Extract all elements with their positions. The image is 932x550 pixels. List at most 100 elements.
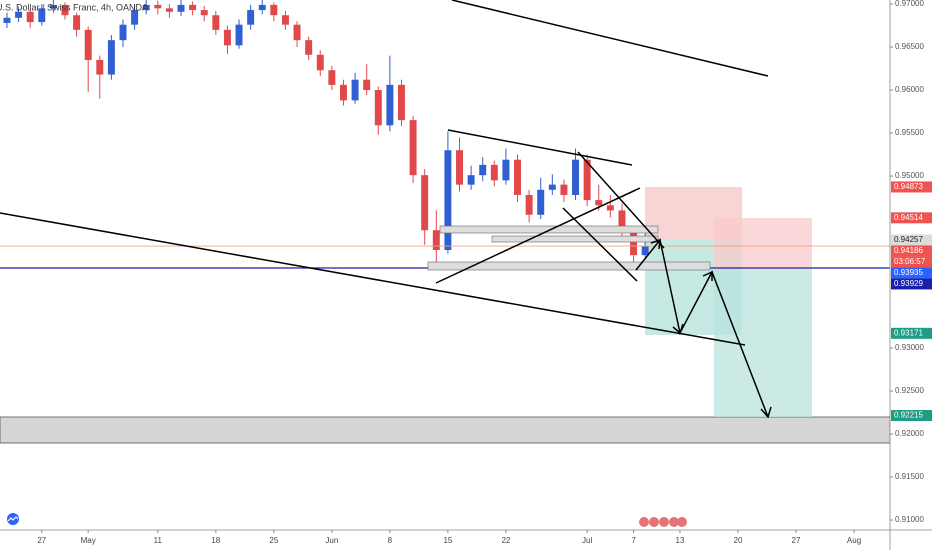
price-tag (891, 245, 932, 257)
x-tick-label: 8 (388, 536, 393, 545)
price-tag-label: 0.94873 (894, 182, 923, 191)
event-icons[interactable] (639, 517, 687, 527)
chart-title: U.S. Dollar / Swiss Franc, 4h, OANDA (0, 2, 148, 12)
candle-body (560, 184, 568, 195)
event-icon[interactable] (677, 517, 687, 527)
time-axis (0, 530, 890, 550)
arrow-head (760, 406, 772, 419)
candle-body (572, 159, 580, 195)
logo-glyph (7, 516, 19, 522)
candle-body (247, 10, 255, 25)
event-icon[interactable] (669, 517, 679, 527)
candle-body (107, 40, 115, 75)
range-box (491, 235, 659, 243)
candle-body (154, 4, 162, 9)
event-icon[interactable] (659, 517, 669, 527)
candle-body (293, 24, 301, 41)
x-tick-label: Jul (582, 536, 592, 545)
y-tick-label: 0.96500 (895, 42, 924, 51)
candle-body (421, 175, 429, 231)
candle-body (444, 150, 452, 250)
candle-body (165, 8, 173, 12)
price-tag (891, 267, 932, 279)
price-tag (891, 212, 932, 224)
trendline (0, 212, 746, 346)
candle-body (618, 210, 626, 231)
x-tick-label: 15 (443, 536, 452, 545)
countdown-tag (891, 256, 932, 268)
x-tick-label: 11 (154, 536, 163, 545)
event-icon[interactable] (649, 517, 659, 527)
candle-body (177, 4, 185, 12)
candle-body (537, 189, 545, 215)
candle-body (583, 159, 591, 201)
candle-body (374, 90, 382, 126)
x-tick-label: 20 (734, 536, 743, 545)
candle-body (3, 17, 11, 23)
x-tick-label: 27 (792, 536, 801, 545)
candle-body (514, 159, 522, 195)
candle-body (432, 230, 440, 250)
candle-body (119, 24, 127, 41)
candle-body (398, 84, 405, 121)
candle-body (26, 11, 34, 23)
logo (7, 513, 19, 525)
y-tick-label: 0.95500 (895, 128, 924, 137)
candle-body (131, 10, 139, 25)
x-tick-label: Aug (847, 536, 861, 545)
candle-body (223, 29, 231, 46)
support-zone (0, 416, 891, 444)
price-tag (891, 410, 932, 422)
candle-body (339, 84, 347, 101)
price-tag-label: 0.92215 (894, 411, 923, 420)
trendline (447, 129, 633, 166)
candle-body (351, 79, 359, 101)
candle-body (281, 15, 289, 25)
countdown-label: 03:06:57 (894, 257, 926, 266)
x-tick-label: 13 (676, 536, 685, 545)
trendline (562, 207, 638, 282)
candle-body (38, 8, 46, 23)
candle-body (630, 230, 638, 256)
candle-body (548, 184, 556, 190)
candle-body (467, 175, 475, 185)
price-tag (891, 234, 932, 246)
candle-body (490, 164, 498, 181)
candle-body (189, 4, 197, 11)
target-zone (714, 270, 812, 417)
y-tick-label: 0.95000 (895, 171, 924, 180)
candle-body (363, 79, 371, 91)
candle-body (142, 4, 150, 11)
y-tick-label: 0.91000 (895, 515, 924, 524)
x-tick-label: 25 (269, 536, 278, 545)
candle-body (606, 205, 614, 211)
candle-body (212, 15, 220, 30)
candle-body (49, 4, 57, 9)
arrow-head (650, 238, 661, 250)
logo-icon (7, 513, 19, 525)
y-tick-label: 0.92000 (895, 429, 924, 438)
candle-body (15, 11, 23, 18)
x-tick-label: 22 (501, 536, 510, 545)
range-box (427, 261, 711, 271)
y-tick-label: 0.91500 (895, 472, 924, 481)
candle-body (96, 59, 104, 75)
price-tag (891, 181, 932, 193)
x-tick-label: 18 (211, 536, 220, 545)
y-tick-label: 0.92500 (895, 386, 924, 395)
x-tick-label: Jun (325, 536, 338, 545)
event-icon[interactable] (639, 517, 649, 527)
y-tick-label: 0.97000 (895, 0, 924, 8)
range-box (439, 225, 659, 234)
price-tag-label: 0.93929 (894, 279, 923, 288)
trendline (435, 187, 641, 284)
price-tag-label: 0.93171 (894, 328, 923, 337)
candle-body (502, 159, 510, 181)
arrow-head (702, 270, 713, 281)
candle-body (200, 10, 208, 16)
candle-body (73, 15, 81, 30)
price-tag-label: 0.93935 (894, 268, 923, 277)
candle-body (479, 164, 487, 176)
